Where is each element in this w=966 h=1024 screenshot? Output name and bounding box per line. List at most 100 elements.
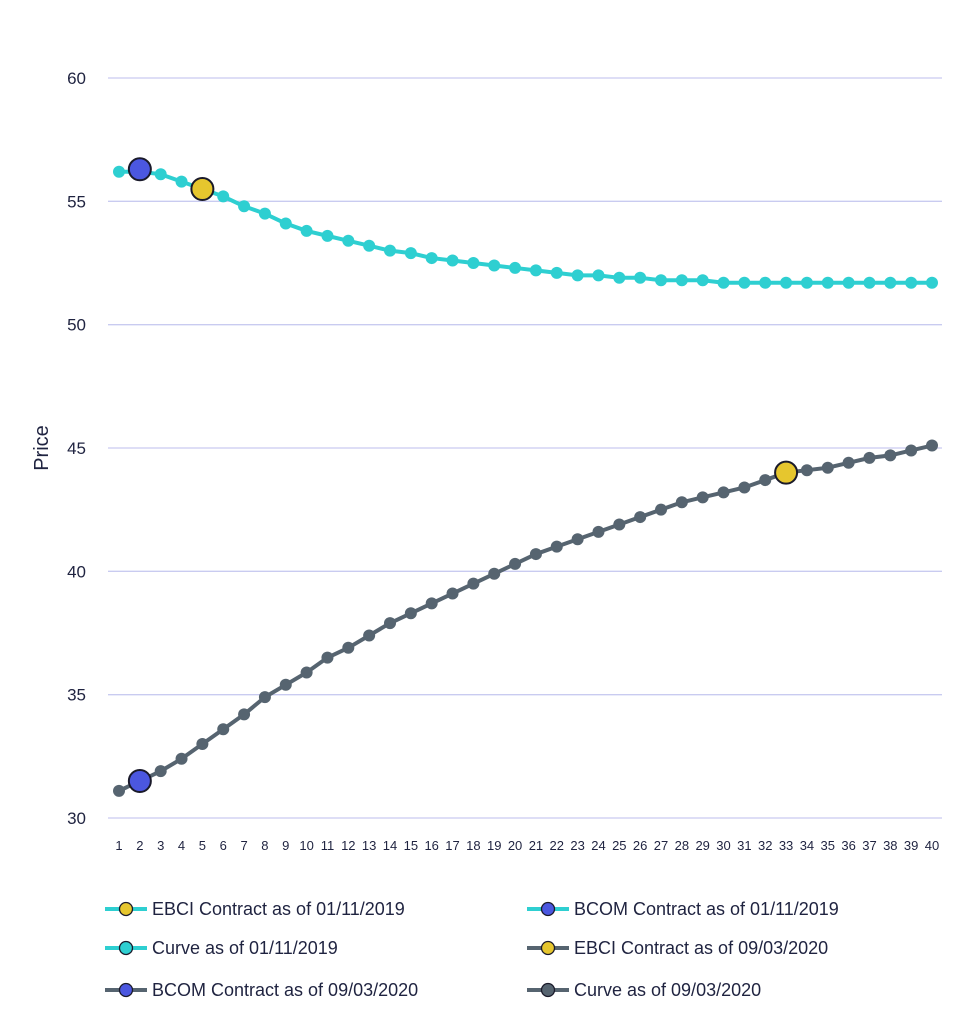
series-point-0 bbox=[800, 276, 813, 289]
legend-item: EBCI Contract as of 09/03/2020 bbox=[527, 938, 828, 958]
x-axis-ticks: 1 2 3 4 5 6 7 8 9 10 11 12 13 14 15 16 17 18 19 20 21 22 23 24 2… bbox=[115, 838, 939, 853]
series-point-1 bbox=[550, 540, 563, 553]
x-tick-label: 22 bbox=[550, 838, 564, 853]
series-lines bbox=[113, 165, 938, 797]
series-point-0 bbox=[217, 190, 230, 203]
x-tick-label: 36 bbox=[841, 838, 855, 853]
series-point-0 bbox=[467, 257, 480, 269]
x-tick-label: 3 bbox=[157, 838, 164, 853]
x-tick-label: 39 bbox=[904, 838, 918, 853]
series-point-0 bbox=[592, 269, 605, 282]
x-tick-label: 28 bbox=[675, 838, 689, 853]
legend-marker bbox=[540, 901, 556, 917]
series-point-0 bbox=[258, 207, 271, 220]
y-tick-label: 55 bbox=[67, 192, 86, 211]
x-tick-label: 18 bbox=[466, 838, 480, 853]
series-point-1 bbox=[196, 738, 209, 750]
series-point-1 bbox=[800, 464, 813, 477]
series-point-1 bbox=[321, 651, 334, 664]
x-tick-label: 7 bbox=[240, 838, 247, 853]
series-point-1 bbox=[175, 752, 188, 765]
legend-marker bbox=[540, 982, 556, 998]
series-point-1 bbox=[425, 597, 438, 610]
series-point-1 bbox=[467, 577, 480, 590]
legend-marker bbox=[118, 982, 134, 998]
series-point-0 bbox=[634, 271, 647, 284]
x-tick-label: 14 bbox=[383, 838, 397, 853]
series-line-1 bbox=[118, 443, 933, 793]
series-point-1 bbox=[717, 486, 730, 499]
legend-marker bbox=[118, 901, 134, 917]
series-point-0 bbox=[717, 276, 730, 289]
series-point-0 bbox=[863, 276, 876, 289]
series-point-0 bbox=[300, 224, 313, 237]
series-point-1 bbox=[696, 491, 709, 504]
series-point-1 bbox=[446, 587, 459, 600]
series-point-1 bbox=[613, 518, 626, 531]
series-point-1 bbox=[863, 451, 876, 464]
series-point-1 bbox=[384, 617, 396, 630]
x-tick-label: 16 bbox=[424, 838, 438, 853]
y-tick-label: 45 bbox=[67, 439, 86, 458]
series-point-1 bbox=[279, 678, 292, 691]
x-tick-label: 32 bbox=[758, 838, 772, 853]
x-tick-label: 31 bbox=[737, 838, 751, 853]
x-tick-label: 35 bbox=[821, 838, 835, 853]
series-point-1 bbox=[217, 723, 230, 736]
series-point-1 bbox=[655, 503, 667, 516]
series-point-0 bbox=[425, 252, 438, 265]
series-point-1 bbox=[300, 666, 313, 679]
contract-marker-0 bbox=[190, 177, 215, 201]
x-tick-label: 37 bbox=[862, 838, 876, 853]
legend: EBCI Contract as of 01/11/2019 BCOM Contr… bbox=[105, 899, 839, 1000]
series-point-0 bbox=[842, 276, 855, 289]
x-tick-label: 13 bbox=[362, 838, 376, 853]
legend-label: BCOM Contract as of 01/11/2019 bbox=[574, 899, 839, 919]
series-point-0 bbox=[384, 244, 396, 257]
series-point-0 bbox=[696, 274, 709, 287]
legend-marker bbox=[540, 940, 556, 956]
series-point-1 bbox=[258, 691, 271, 704]
series-point-0 bbox=[759, 276, 772, 289]
series-line-0 bbox=[119, 169, 932, 285]
x-tick-label: 34 bbox=[800, 838, 814, 853]
legend-label: Curve as of 01/11/2019 bbox=[152, 938, 338, 958]
y-tick-label: 50 bbox=[67, 316, 86, 335]
x-tick-label: 21 bbox=[529, 838, 543, 853]
series-point-0 bbox=[509, 261, 522, 274]
legend-item: BCOM Contract as of 09/03/2020 bbox=[105, 980, 418, 1000]
series-point-0 bbox=[175, 175, 188, 188]
series-point-0 bbox=[738, 276, 751, 289]
series-point-0 bbox=[154, 168, 167, 181]
series-point-0 bbox=[279, 217, 292, 230]
x-tick-label: 6 bbox=[220, 838, 227, 853]
x-tick-label: 38 bbox=[883, 838, 897, 853]
x-tick-label: 26 bbox=[633, 838, 647, 853]
series-point-1 bbox=[738, 481, 751, 494]
series-point-1 bbox=[634, 511, 647, 524]
series-point-1 bbox=[884, 449, 897, 462]
x-tick-label: 8 bbox=[261, 838, 268, 853]
series-point-0 bbox=[550, 266, 563, 279]
legend-label: EBCI Contract as of 01/11/2019 bbox=[152, 899, 405, 919]
x-tick-label: 30 bbox=[716, 838, 730, 853]
x-tick-label: 1 bbox=[115, 838, 122, 853]
x-tick-label: 5 bbox=[199, 838, 206, 853]
series-point-1 bbox=[675, 496, 688, 509]
series-point-0 bbox=[529, 264, 542, 277]
x-tick-label: 29 bbox=[695, 838, 709, 853]
series-point-0 bbox=[905, 276, 918, 289]
series-point-1 bbox=[363, 629, 376, 642]
legend-label: BCOM Contract as of 09/03/2020 bbox=[152, 980, 418, 1000]
y-axis-ticks: 30 35 40 45 50 55 60 bbox=[67, 69, 86, 828]
series-point-0 bbox=[780, 276, 793, 289]
y-tick-label: 40 bbox=[67, 562, 86, 581]
x-tick-label: 17 bbox=[445, 838, 459, 853]
series-point-0 bbox=[571, 269, 584, 282]
x-tick-label: 4 bbox=[178, 838, 185, 853]
y-tick-label: 30 bbox=[67, 809, 86, 828]
x-tick-label: 23 bbox=[570, 838, 584, 853]
x-tick-label: 24 bbox=[591, 838, 605, 853]
